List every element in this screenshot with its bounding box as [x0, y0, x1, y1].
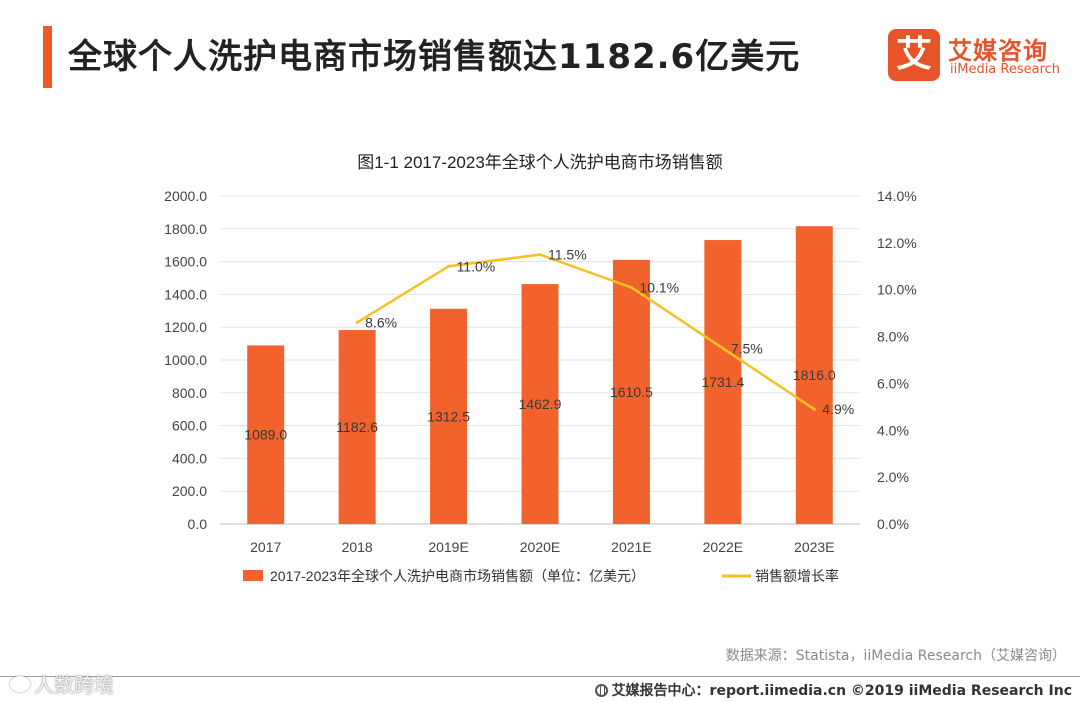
- line-point: [538, 253, 542, 257]
- left-tick-label: 1800.0: [164, 221, 207, 237]
- left-tick-label: 0.0: [188, 516, 208, 532]
- line-point: [721, 346, 725, 350]
- left-tick-label: 1400.0: [164, 286, 207, 302]
- right-tick-label: 2.0%: [877, 469, 909, 485]
- line-point: [447, 264, 451, 268]
- left-tick-label: 2000.0: [164, 188, 207, 204]
- left-axis: 0.0 200.0 400.0 600.0 800.0 1000.0 1200.0 1400.…: [164, 188, 207, 532]
- left-tick-label: 1000.0: [164, 352, 207, 368]
- footer: 艾媒报告中心：report.iimedia.cn ©2019 iiMedia R…: [594, 680, 1072, 700]
- bar: [338, 330, 376, 524]
- x-tick-label: 2019E: [428, 539, 468, 555]
- iimedia-logo-icon: 艾: [888, 29, 940, 81]
- bar-value-label: 1182.6: [336, 419, 378, 435]
- x-axis: 2017 2018 2019E 2020E 2021E 2022E 2023E: [250, 539, 834, 555]
- left-tick-label: 400.0: [172, 450, 207, 466]
- bar-value-label: 1089.0: [244, 427, 287, 443]
- report-center-icon: [594, 683, 608, 697]
- bar: [247, 345, 285, 524]
- title-accent-bar: [43, 26, 52, 88]
- line-value-label: 8.6%: [365, 315, 397, 331]
- bar: [430, 308, 468, 524]
- right-tick-label: 6.0%: [877, 375, 909, 391]
- line-point: [629, 285, 633, 289]
- growth-rate-line: [356, 253, 815, 411]
- logo-name: 艾媒咨询: [948, 37, 1048, 65]
- x-tick-label: 2017: [250, 539, 281, 555]
- footer-divider: [0, 676, 1080, 677]
- x-tick-label: 2022E: [703, 539, 743, 555]
- line-value-label: 7.5%: [731, 340, 763, 356]
- x-tick-label: 2023E: [794, 539, 834, 555]
- right-tick-label: 0.0%: [877, 516, 909, 532]
- line-value-label: 11.5%: [548, 247, 587, 263]
- line-value-label: 11.0%: [457, 258, 496, 274]
- left-tick-label: 1200.0: [164, 319, 207, 335]
- watermark: 人数跨境: [10, 669, 114, 698]
- left-tick-label: 1600.0: [164, 254, 207, 270]
- weibo-icon: [10, 675, 30, 692]
- bar-series: [247, 226, 833, 524]
- sales-chart: 图1-1 2017-2023年全球个人洗护电商市场销售额 0.0 200.0 400…: [164, 153, 917, 584]
- chart-legend: 2017-2023年全球个人洗护电商市场销售额（单位：亿美元） 销售额增长率: [243, 568, 839, 584]
- legend-line-label: 销售额增长率: [755, 568, 839, 584]
- line-series: [355, 253, 816, 411]
- data-source: 数据来源：Statista，iiMedia Research（艾媒咨询）: [725, 648, 1066, 664]
- chart-title: 图1-1 2017-2023年全球个人洗护电商市场销售额: [357, 153, 723, 172]
- x-tick-label: 2021E: [611, 539, 651, 555]
- right-tick-label: 14.0%: [877, 188, 917, 204]
- right-tick-label: 4.0%: [877, 422, 909, 438]
- bar: [521, 284, 559, 524]
- right-tick-label: 10.0%: [877, 282, 917, 298]
- line-labels: 8.6% 11.0% 11.5% 10.1% 7.5% 4.9%: [365, 247, 854, 418]
- bar: [704, 240, 742, 524]
- bar-value-label: 1731.4: [701, 374, 744, 390]
- line-value-label: 4.9%: [822, 401, 854, 417]
- line-point: [812, 407, 816, 411]
- left-tick-label: 800.0: [172, 385, 207, 401]
- x-tick-label: 2020E: [520, 539, 560, 555]
- footer-text: 艾媒报告中心：report.iimedia.cn ©2019 iiMedia R…: [611, 683, 1072, 699]
- bar: [612, 259, 650, 524]
- bar-value-label: 1816.0: [793, 367, 836, 383]
- bar: [795, 226, 833, 524]
- legend-bar-label: 2017-2023年全球个人洗护电商市场销售额（单位：亿美元）: [270, 568, 645, 584]
- bar-value-label: 1462.9: [519, 396, 562, 412]
- bar-labels: 1089.0 1182.6 1312.5 1462.9 1610.5 1731.4 1816…: [244, 367, 836, 443]
- left-tick-label: 200.0: [172, 483, 207, 499]
- x-tick-label: 2018: [342, 539, 373, 555]
- right-tick-label: 8.0%: [877, 329, 909, 345]
- bar-value-label: 1312.5: [427, 408, 470, 424]
- line-point: [355, 321, 359, 325]
- right-tick-label: 12.0%: [877, 235, 917, 251]
- page-title: 全球个人洗护电商市场销售额达1182.6亿美元: [68, 37, 801, 77]
- watermark-text: 人数跨境: [34, 673, 114, 697]
- bar-value-label: 1610.5: [610, 384, 653, 400]
- brand-logo: 艾 艾媒咨询 iiMedia Research: [888, 29, 1068, 83]
- line-value-label: 10.1%: [639, 279, 679, 295]
- legend-bar-swatch: [243, 570, 263, 581]
- left-tick-label: 600.0: [172, 418, 207, 434]
- right-axis: 0.0% 2.0% 4.0% 6.0% 8.0% 10.0% 12.0% 14.0%: [877, 188, 917, 532]
- logo-subtitle: iiMedia Research: [950, 62, 1061, 77]
